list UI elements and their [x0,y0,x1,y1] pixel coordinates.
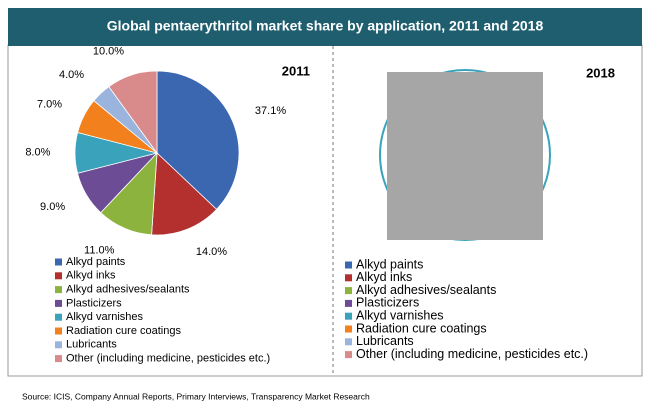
legend-label: Alkyd varnishes [356,308,444,322]
legend-label: Plasticizers [356,296,419,310]
legend-swatch [345,325,352,333]
legend-swatch [345,312,352,320]
legend-label: Radiation cure coatings [356,321,487,335]
legend-swatch [55,341,62,349]
data-label: 37.1% [255,105,286,117]
legend-swatch [345,338,352,346]
legend-swatch [345,299,352,307]
header-bar [8,8,642,46]
legend-swatch [55,299,62,307]
legend-label: Plasticizers [66,297,122,309]
legend-swatch [55,258,62,266]
legend-swatch [55,327,62,335]
legend-label: Alkyd adhesives/sealants [66,284,190,296]
legend-swatch [55,313,62,321]
legend-label: Alkyd adhesives/sealants [356,283,496,297]
data-label: 8.0% [25,147,50,159]
pie-slice [156,70,240,210]
legend-swatch [345,261,352,269]
data-label: 7.0% [37,98,62,110]
legend-swatch [345,274,352,282]
data-label: 9.0% [40,201,65,213]
source: Source: ICIS, Company Annual Reports, Pr… [22,391,370,401]
legend-label: Alkyd paints [356,257,423,271]
data-label: 10.0% [93,46,124,58]
pie-title: 2018 [586,65,615,80]
legend-label: Other (including medicine, pesticides et… [66,353,270,365]
legend-swatch [55,272,62,280]
data-label: 14.0% [196,246,227,258]
legend-label: Alkyd inks [356,270,412,284]
legend-label: Alkyd varnishes [66,311,144,323]
legend-swatch [345,287,352,295]
legend-label: Alkyd inks [66,270,116,282]
pie-slice [151,152,218,236]
legend-label: Radiation cure coatings [66,325,181,337]
pie-title: 2011 [282,63,310,78]
legend-swatch [55,355,62,363]
data-label: 11.0% [84,245,115,257]
pie-slice [108,70,158,155]
legend-label: Lubricants [66,339,117,351]
legend-label: Lubricants [356,334,414,348]
legend-swatch [345,351,352,359]
legend-swatch [55,286,62,294]
legend-label: Alkyd paints [66,256,126,268]
chart-title: Global pentaerythritol market share by a… [107,18,544,34]
data-label: 4.0% [59,69,84,81]
legend-label: Other (including medicine, pesticides et… [356,347,588,361]
redaction-box [387,72,543,240]
